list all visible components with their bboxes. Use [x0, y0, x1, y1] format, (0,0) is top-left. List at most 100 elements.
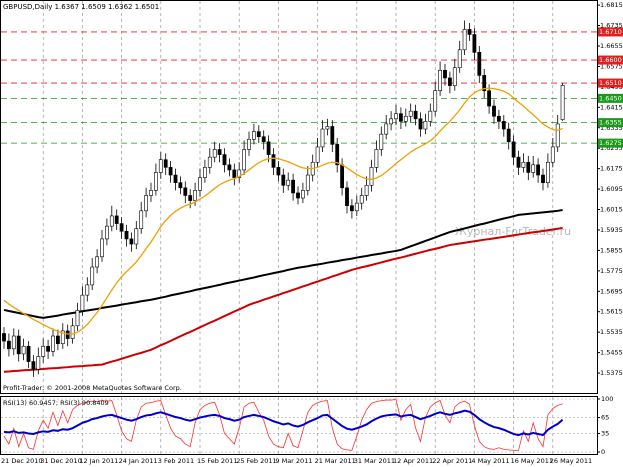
level-box	[598, 118, 623, 128]
copyright: Profit-Trader, © 2001-2008 MetaQuotes So…	[3, 384, 182, 392]
candle-body	[119, 223, 124, 232]
candle-body	[266, 141, 271, 155]
x-tick-label: 26 May 2011	[550, 457, 592, 465]
candle-body	[80, 294, 85, 311]
candle-body	[46, 345, 51, 352]
y-tick-label: 1.5695	[600, 287, 623, 295]
candle-body	[305, 174, 310, 191]
candle-body	[134, 228, 139, 245]
candle-body	[457, 49, 462, 69]
y-tick-label: 1.6015	[600, 206, 623, 214]
moving-average	[3, 87, 563, 335]
level-label: 1.6450	[599, 94, 622, 102]
candle-body	[75, 310, 80, 327]
candle-body	[315, 146, 320, 163]
level-box	[598, 93, 623, 103]
candle-body	[105, 225, 109, 240]
y-tick-label: 1.5775	[600, 267, 623, 275]
candle-body	[129, 238, 134, 245]
candle-body	[95, 256, 100, 268]
rsi-tick-label: 0	[601, 448, 605, 456]
candle-body	[149, 190, 153, 196]
level-box	[598, 78, 623, 88]
candle-body	[467, 29, 472, 35]
candle-body	[271, 154, 276, 168]
candle-body	[496, 115, 501, 122]
candle-body	[462, 29, 467, 51]
candle-body	[281, 174, 286, 186]
candle-body	[374, 149, 379, 168]
x-tick-label: 21 Dec 2010	[1, 457, 43, 465]
rsi-header: RSI(13) 60.9457; RSI(3) 90.8409	[3, 399, 109, 407]
candle-body	[438, 69, 443, 92]
candle-body	[398, 113, 403, 122]
x-tick-label: 24 Jan 2011	[119, 457, 158, 465]
candle-body	[354, 202, 359, 212]
chart-header: GBPUSD,Daily 1.6367 1.6509 1.6362 1.6501	[3, 3, 159, 11]
candle-body	[325, 126, 330, 130]
candle-body	[296, 192, 300, 199]
candle-body	[330, 126, 335, 145]
candle-body	[364, 184, 369, 196]
candle-body	[418, 118, 423, 130]
candle-body	[222, 154, 227, 166]
candle-body	[139, 210, 144, 229]
rsi-tick-label: 65	[601, 414, 609, 422]
main-frame	[0, 0, 598, 394]
candle-body	[428, 110, 433, 122]
candle-body	[300, 190, 305, 199]
y-tick-label: 1.6655	[600, 42, 623, 50]
x-tick-label: 25 Feb 2011	[236, 457, 276, 465]
moving-average	[3, 226, 563, 373]
candle-body	[320, 128, 325, 148]
candle-body	[408, 110, 413, 117]
level-label: 1.6275	[599, 139, 622, 147]
candle-body	[212, 149, 217, 158]
y-tick-label: 1.5535	[600, 328, 623, 336]
candle-body	[21, 345, 26, 355]
candle-body	[41, 345, 46, 357]
rsi-tick-label: 35	[601, 429, 609, 437]
candle-body	[168, 167, 173, 176]
x-tick-label: 21 Mar 2011	[315, 457, 356, 465]
rsi-line	[3, 399, 563, 451]
x-tick-label: 16 May 2011	[511, 457, 553, 465]
x-tick-label: 4 May 2011	[471, 457, 509, 465]
candle-body	[114, 215, 119, 224]
y-tick-label: 1.6175	[600, 165, 623, 173]
x-tick-label: 3 Feb 2011	[158, 457, 194, 465]
x-tick-label: 31 Dec 2010	[40, 457, 82, 465]
level-label: 1.6355	[599, 119, 622, 127]
candle-body	[413, 110, 418, 120]
candle-body	[359, 195, 364, 204]
y-tick-label: 1.5455	[600, 349, 623, 357]
candle-body	[90, 266, 95, 286]
y-tick-label: 1.6815	[600, 1, 623, 9]
candle-body	[124, 230, 129, 240]
candle-body	[506, 128, 511, 143]
candle-body	[70, 325, 75, 339]
watermark: Журнал-ForTrader.ru	[455, 225, 571, 238]
candle-body	[394, 113, 398, 120]
candle-body	[242, 149, 247, 171]
candle-body	[443, 69, 447, 79]
candle-body	[423, 121, 428, 130]
candle-body	[36, 356, 41, 370]
candle-body	[11, 335, 16, 350]
x-tick-label: 15 Feb 2011	[197, 457, 237, 465]
candle-body	[31, 361, 36, 370]
candle-body	[7, 340, 11, 350]
candle-body	[51, 335, 55, 352]
candle-body	[188, 195, 193, 201]
candle-body	[521, 161, 526, 168]
candle-body	[379, 133, 384, 150]
y-tick-label: 1.6575	[600, 62, 623, 70]
candle-body	[193, 190, 198, 201]
candle-body	[335, 144, 340, 166]
candle-body	[516, 156, 521, 168]
candle-body	[452, 67, 457, 86]
candle-body	[26, 345, 31, 362]
candle-body	[144, 195, 149, 212]
candle-body	[550, 146, 555, 163]
